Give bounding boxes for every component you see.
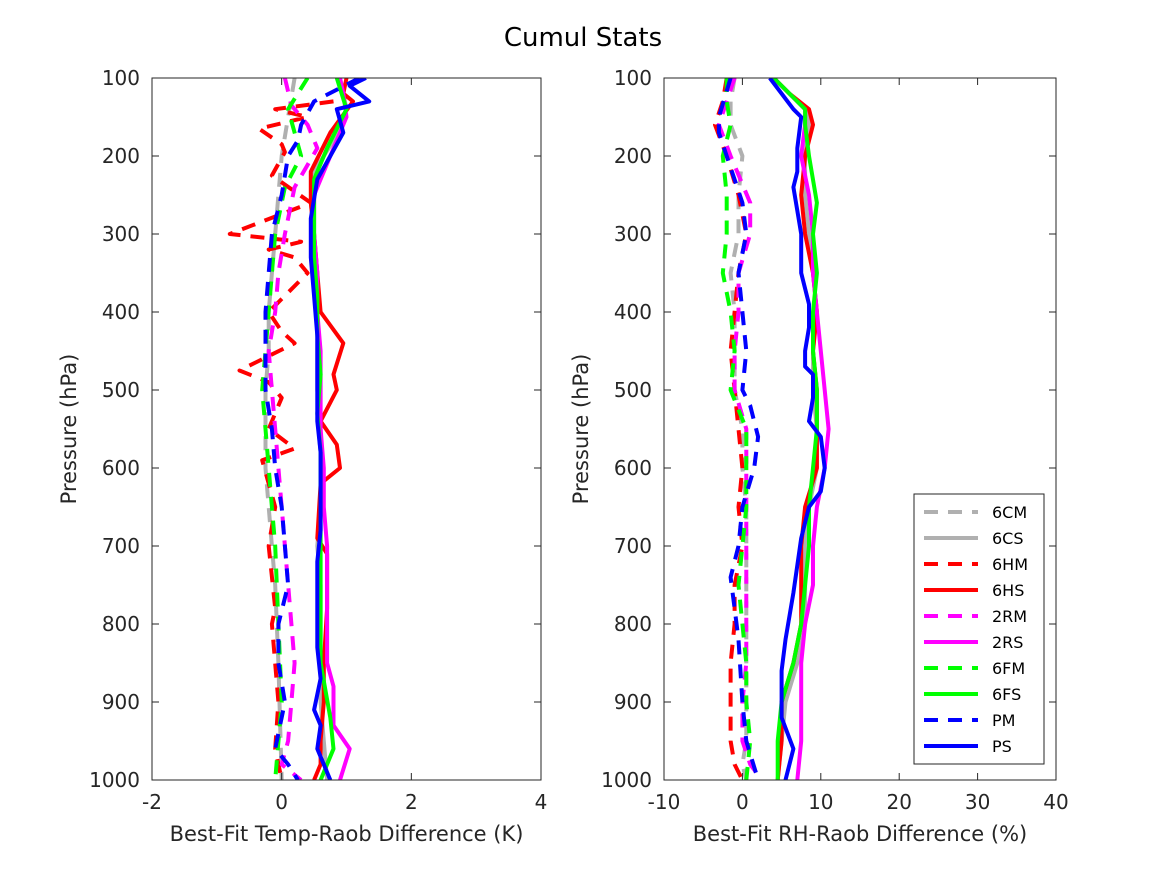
legend-label-pm: PM — [992, 711, 1015, 730]
legend: 6CM 6CS 6HM 6HS 2RM 2RS 6FM 6FS PM PS — [913, 493, 1045, 765]
y-tick-label: 600 — [614, 456, 652, 480]
y-tick-label: 800 — [102, 612, 140, 636]
y-tick-label: 400 — [102, 300, 140, 324]
y-tick-label: 800 — [614, 612, 652, 636]
series-line-6fs — [772, 78, 819, 780]
x-tick-label: 0 — [275, 790, 288, 814]
x-axis-label: Best-Fit RH-Raob Difference (%) — [693, 822, 1027, 846]
series-line-pm — [716, 78, 761, 780]
y-tick-label: 300 — [102, 222, 140, 246]
x-tick-label: -10 — [648, 790, 681, 814]
x-axis-label: Best-Fit Temp-Raob Difference (K) — [170, 822, 524, 846]
y-tick-label: 900 — [102, 690, 140, 714]
x-tick-label: 40 — [1043, 790, 1068, 814]
x-tick-label: 30 — [965, 790, 990, 814]
y-tick-label: 200 — [102, 144, 140, 168]
y-tick-label: 100 — [102, 66, 140, 90]
legend-label-2rs: 2RS — [992, 633, 1023, 652]
axes-box — [663, 77, 1057, 781]
legend-label-6fs: 6FS — [992, 685, 1021, 704]
y-tick-label: 500 — [102, 378, 140, 402]
y-tick-label: 300 — [614, 222, 652, 246]
legend-label-2rm: 2RM — [992, 607, 1027, 626]
series-line-6hm — [227, 99, 334, 780]
series-line-ps — [768, 78, 827, 780]
axes-box — [151, 77, 542, 781]
series-line-2rm — [716, 78, 764, 780]
x-tick-label: 4 — [535, 790, 548, 814]
x-tick-label: 0 — [736, 790, 749, 814]
x-tick-label: 10 — [808, 790, 833, 814]
legend-box — [913, 493, 1045, 765]
legend-label-6cs: 6CS — [992, 529, 1024, 548]
y-tick-label: 600 — [102, 456, 140, 480]
series-line-2rm — [266, 78, 320, 780]
y-tick-label: 700 — [614, 534, 652, 558]
rh-difference-plot: -10 0 10 20 30 40 100 200 300 400 500 600 700 800 900 1… — [569, 66, 1069, 846]
series-line-6fm — [720, 78, 753, 780]
figure-title: Cumul Stats — [504, 23, 662, 53]
y-tick-label: 1000 — [601, 768, 652, 792]
y-tick-label: 500 — [614, 378, 652, 402]
series-line-6fm — [260, 78, 310, 780]
series-group — [227, 78, 372, 780]
legend-label-6hs: 6HS — [992, 581, 1024, 600]
x-tick-label: 20 — [886, 790, 911, 814]
x-tick-label: 2 — [405, 790, 418, 814]
y-tick-label: 400 — [614, 300, 652, 324]
y-tick-label: 1000 — [89, 768, 140, 792]
legend-label-6fm: 6FM — [992, 659, 1025, 678]
legend-label-ps: PS — [992, 737, 1012, 756]
y-tick-label: 200 — [614, 144, 652, 168]
y-tick-label: 100 — [614, 66, 652, 90]
series-line-pm — [263, 78, 361, 780]
series-group — [713, 78, 831, 780]
y-tick-label: 700 — [102, 534, 140, 558]
legend-label-6hm: 6HM — [992, 555, 1028, 574]
y-axis-label: Pressure (hPa) — [57, 354, 81, 505]
series-line-ps — [308, 78, 372, 780]
series-line-2rs — [772, 78, 831, 780]
y-tick-label: 900 — [614, 690, 652, 714]
y-axis-label: Pressure (hPa) — [569, 354, 593, 505]
series-line-6cm — [263, 78, 297, 780]
temp-difference-plot: -2 0 2 4 100 200 300 400 500 600 700 800 900 1000 Best… — [57, 66, 547, 846]
legend-label-6cm: 6CM — [992, 503, 1027, 522]
x-tick-label: -2 — [142, 790, 162, 814]
